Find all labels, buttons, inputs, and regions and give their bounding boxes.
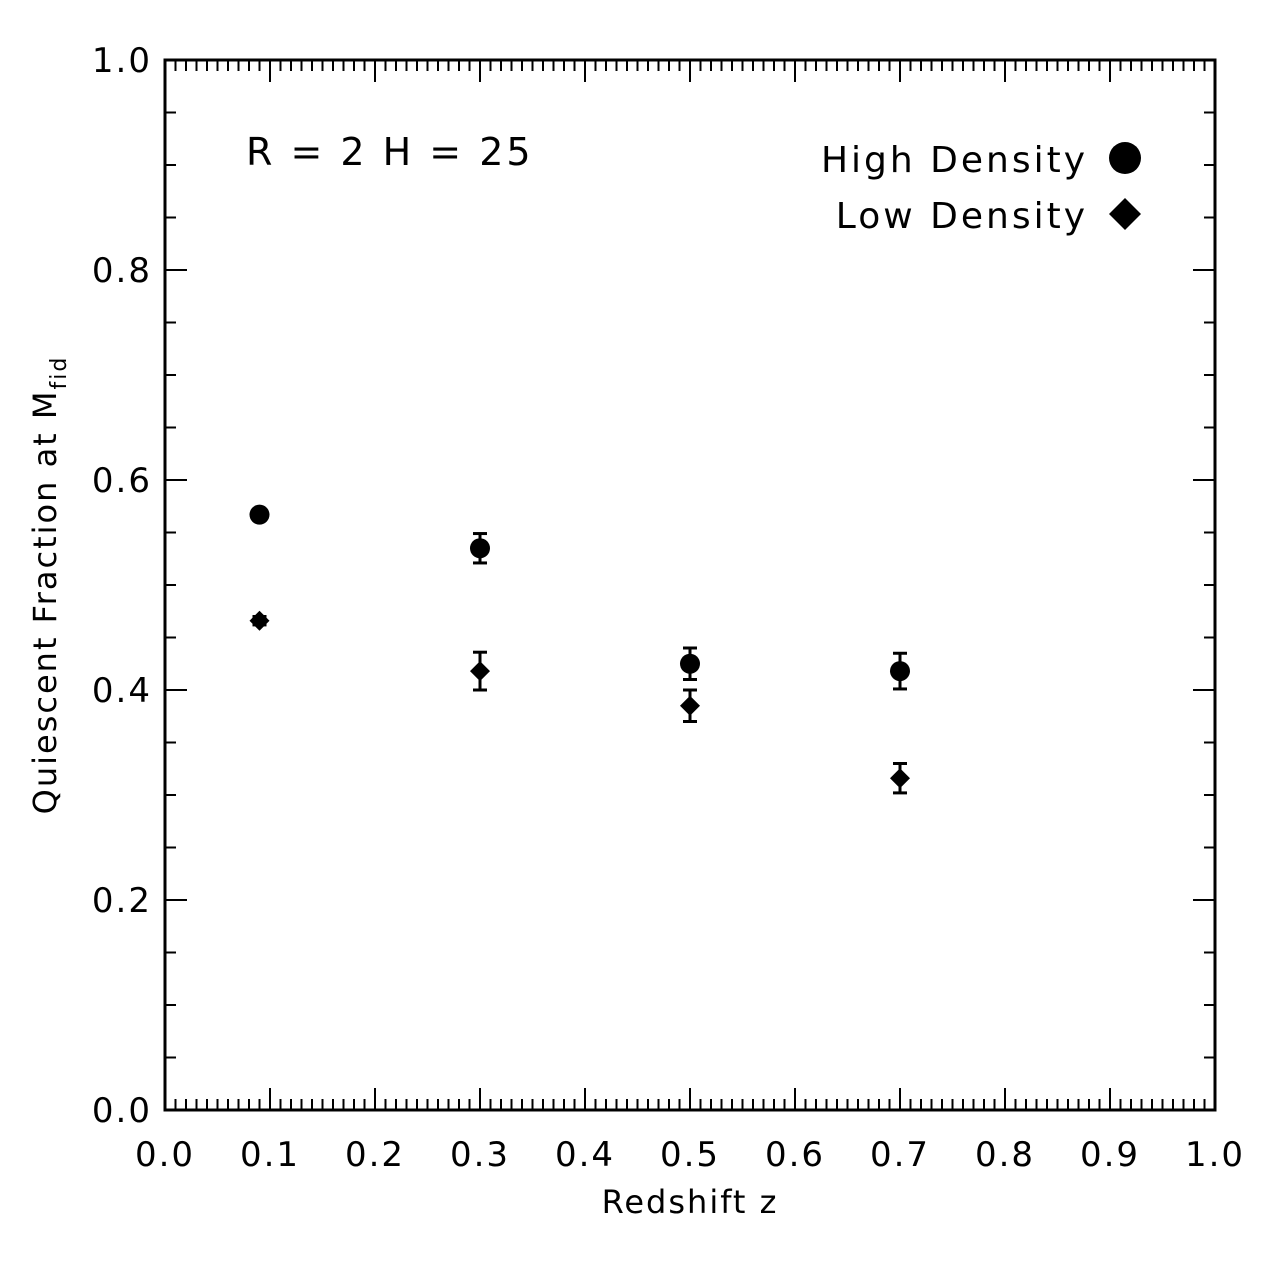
x-tick-label: 0.7 (870, 1135, 930, 1175)
y-tick-label: 0.4 (92, 671, 152, 711)
axis-ticks (164, 59, 1216, 1111)
legend-marker-diamond (1109, 198, 1141, 230)
x-tick-label: 0.5 (660, 1135, 720, 1175)
x-tick-label: 0.6 (765, 1135, 825, 1175)
data-points (249, 504, 910, 795)
y-tick-labels: 0.0 0.2 0.4 0.6 0.8 1.0 (92, 41, 152, 1131)
x-tick-label: 0.9 (1080, 1135, 1140, 1175)
y-tick-label: 1.0 (92, 41, 152, 81)
y-axis-title-main: Quiescent Fraction at M (26, 389, 64, 814)
y-axis-title-group: Quiescent Fraction at Mfid (26, 356, 72, 815)
low-density-point (890, 768, 910, 789)
x-tick-label: 0.4 (555, 1135, 615, 1175)
legend-label-high-density: High Density (821, 140, 1088, 181)
high-density-point (890, 661, 910, 682)
y-tick-label: 0.0 (92, 1091, 152, 1131)
x-tick-label: 0.0 (135, 1135, 195, 1175)
high-density-point (680, 653, 700, 674)
x-tick-labels: 0.0 0.1 0.2 0.3 0.4 0.5 0.6 0.7 0.8 0.9 1.0 (135, 1135, 1245, 1175)
y-axis-title: Quiescent Fraction at Mfid (26, 356, 72, 815)
x-tick-label: 1.0 (1185, 1135, 1245, 1175)
x-tick-label: 0.2 (345, 1135, 405, 1175)
y-tick-label: 0.8 (92, 251, 152, 291)
high-density-point (470, 538, 490, 559)
x-tick-label: 0.3 (450, 1135, 510, 1175)
y-tick-label: 0.2 (92, 881, 152, 921)
x-tick-label: 0.8 (975, 1135, 1035, 1175)
legend: High Density Low Density (821, 140, 1141, 237)
legend-marker-circle (1109, 142, 1141, 174)
x-tick-label: 0.1 (240, 1135, 300, 1175)
legend-label-low-density: Low Density (836, 196, 1088, 237)
low-density-point (470, 661, 490, 682)
y-axis-title-subscript: fid (47, 356, 72, 390)
low-density-point (680, 695, 700, 716)
parameter-annotation: R = 2 H = 25 (246, 130, 534, 174)
high-density-point (249, 504, 270, 525)
low-density-point (249, 610, 270, 631)
y-tick-label: 0.6 (92, 461, 152, 501)
x-axis-title: Redshift z (602, 1183, 779, 1221)
